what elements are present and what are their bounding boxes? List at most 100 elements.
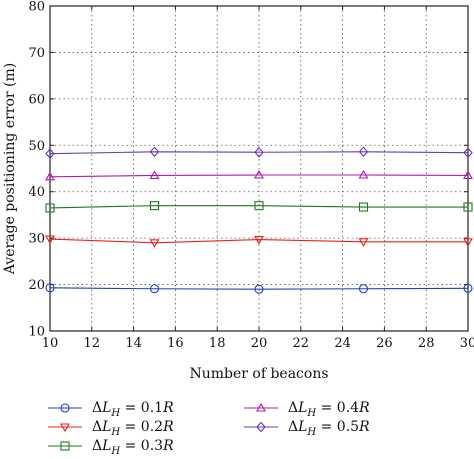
legend-item-1: ΔLH = 0.1R xyxy=(48,400,174,419)
x-tick-label: 18 xyxy=(209,336,226,351)
x-tick-label: 26 xyxy=(376,336,393,351)
legend-label-value: = 0.3 xyxy=(120,438,163,454)
data-point xyxy=(149,284,160,294)
series-line xyxy=(49,238,468,244)
y-tick-label: 30 xyxy=(28,232,45,247)
series-line xyxy=(49,174,469,178)
series-3 xyxy=(45,201,473,213)
series-1 xyxy=(45,283,473,294)
data-point xyxy=(45,235,55,245)
x-tick-label: 12 xyxy=(84,336,101,351)
legend-label-delta: Δ xyxy=(288,400,298,416)
legend-label-value: = 0.4 xyxy=(316,400,359,416)
legend-label-var: L xyxy=(101,419,111,435)
legend-label-delta: Δ xyxy=(92,400,102,416)
data-point xyxy=(463,238,473,247)
data-point xyxy=(463,147,473,159)
x-tick-label: 30 xyxy=(460,336,474,351)
data-point xyxy=(149,201,160,211)
data-point xyxy=(254,235,264,245)
legend-label: ΔLH = 0.3R xyxy=(92,438,174,457)
x-axis-label: Number of beacons xyxy=(189,366,328,382)
legend-label-subscript: H xyxy=(306,427,316,438)
data-point xyxy=(254,146,264,158)
data-point xyxy=(149,170,160,180)
legend-label: ΔLH = 0.5R xyxy=(288,419,370,438)
series-4 xyxy=(45,169,473,181)
legend-label-delta: Δ xyxy=(92,419,102,435)
legend-label-subscript: H xyxy=(306,408,316,419)
data-point xyxy=(149,146,160,158)
x-tick-label: 16 xyxy=(167,336,184,351)
legend-swatch-marker xyxy=(60,423,70,433)
legend-swatch-marker xyxy=(256,421,266,433)
legend-label-delta: Δ xyxy=(288,419,298,435)
legend-label-unit: R xyxy=(162,419,174,435)
data-point xyxy=(358,284,369,294)
series-line xyxy=(49,151,469,155)
legend-label-unit: R xyxy=(358,400,370,416)
y-tick-label: 10 xyxy=(28,325,45,340)
legend-label-subscript: H xyxy=(110,446,120,457)
data-point xyxy=(358,146,369,158)
y-tick-label: 40 xyxy=(28,185,45,200)
legend-item-4: ΔLH = 0.4R xyxy=(244,400,370,419)
legend-label-unit: R xyxy=(162,438,174,454)
data-point xyxy=(45,171,55,181)
axis-ticks: 10 12 14 16 18 20 22 24 26 28 30 10 20 30 40 50 60 70 80 xyxy=(28,0,474,351)
series-2 xyxy=(45,235,473,248)
legend-label-var: L xyxy=(297,419,307,435)
y-tick-label: 60 xyxy=(28,92,45,107)
data-point xyxy=(45,283,55,293)
legend-label-delta: Δ xyxy=(92,438,102,454)
legend-item-3: ΔLH = 0.3R xyxy=(48,438,174,457)
legend-item-2: ΔLH = 0.2R xyxy=(48,419,174,438)
legend-label-value: = 0.5 xyxy=(316,419,359,435)
y-tick-label: 50 xyxy=(28,139,45,154)
y-tick-label: 80 xyxy=(28,0,45,15)
y-axis-label: Average positioning error (m) xyxy=(2,63,18,275)
x-tick-label: 14 xyxy=(125,336,142,351)
grid-lines xyxy=(50,6,468,331)
data-point xyxy=(254,169,264,179)
legend-label-subscript: H xyxy=(110,408,120,419)
legend-label-var: L xyxy=(101,400,111,416)
legend-label-value: = 0.2 xyxy=(120,419,163,435)
series-line xyxy=(49,287,469,290)
data-point xyxy=(254,284,264,294)
x-tick-label: 24 xyxy=(334,336,351,351)
legend-label-unit: R xyxy=(162,400,174,416)
legend-swatch-marker xyxy=(60,441,70,451)
y-tick-label: 70 xyxy=(28,46,45,61)
legend-label-unit: R xyxy=(358,419,370,435)
series-line xyxy=(49,205,468,209)
legend-swatch-marker xyxy=(60,403,70,413)
legend-item-5: ΔLH = 0.5R xyxy=(244,419,370,438)
legend-label-subscript: H xyxy=(110,427,120,438)
legend-label-var: L xyxy=(101,438,111,454)
data-point xyxy=(149,239,160,248)
x-tick-label: 22 xyxy=(293,336,310,351)
data-point xyxy=(45,148,55,159)
legend-label-value: = 0.1 xyxy=(120,400,163,416)
x-tick-label: 28 xyxy=(418,336,435,351)
legend-label: ΔLH = 0.4R xyxy=(288,400,370,419)
data-point xyxy=(463,170,473,180)
legend-label-var: L xyxy=(297,400,307,416)
data-point xyxy=(358,169,369,179)
data-point xyxy=(358,238,369,247)
series-lines xyxy=(45,146,473,294)
data-point xyxy=(463,283,473,293)
legend-swatch-marker xyxy=(256,402,266,412)
y-tick-label: 20 xyxy=(28,278,45,293)
x-tick-label: 10 xyxy=(42,336,59,351)
legend-label: ΔLH = 0.1R xyxy=(92,400,174,419)
data-point xyxy=(45,203,55,213)
data-point xyxy=(463,202,473,212)
x-tick-label: 20 xyxy=(251,336,268,351)
series-5 xyxy=(45,146,473,159)
data-point xyxy=(254,201,264,211)
data-point xyxy=(358,202,369,212)
